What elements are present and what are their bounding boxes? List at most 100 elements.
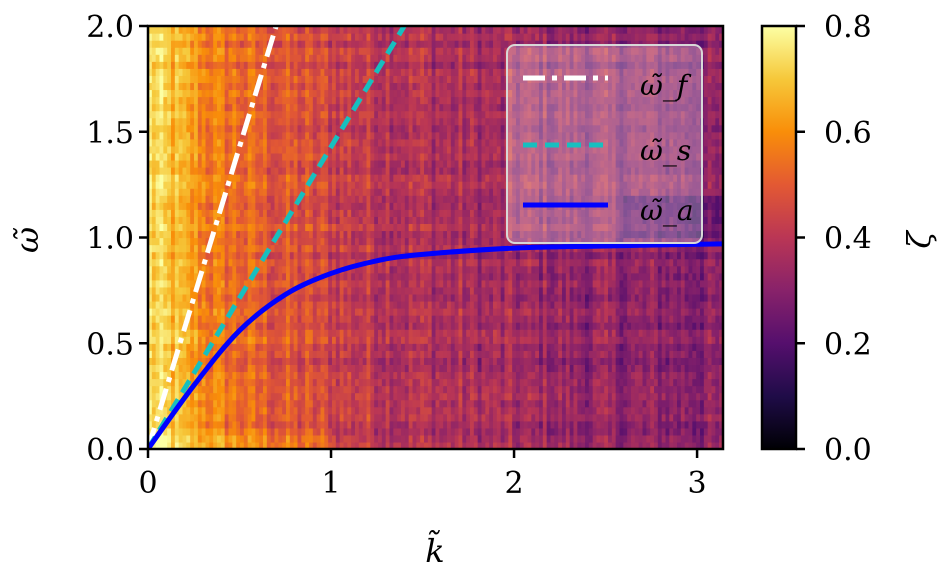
- heatmap-cell: [274, 357, 279, 365]
- heatmap-cell: [569, 223, 575, 232]
- heatmap-cell: [650, 223, 655, 232]
- heatmap-cell: [707, 272, 713, 281]
- heatmap-cell: [565, 279, 571, 288]
- heatmap-cell: [209, 434, 214, 443]
- heatmap-cell: [259, 279, 264, 288]
- heatmap-cell: [489, 378, 494, 387]
- heatmap-cell: [182, 244, 187, 253]
- heatmap-cell: [646, 244, 651, 253]
- heatmap-cell: [293, 315, 299, 323]
- heatmap-cell: [692, 293, 697, 302]
- heatmap-cell: [362, 364, 368, 373]
- heatmap-cell: [412, 357, 417, 365]
- heatmap-cell: [661, 357, 667, 365]
- heatmap-cell: [232, 364, 237, 373]
- heatmap-cell: [577, 427, 582, 436]
- heatmap-cell: [259, 216, 264, 224]
- heatmap-cell: [577, 371, 582, 380]
- heatmap-cell: [266, 216, 272, 224]
- heatmap-cell: [554, 427, 559, 436]
- heatmap-cell: [592, 322, 598, 330]
- heatmap-cell: [282, 265, 287, 274]
- heatmap-cell: [266, 322, 272, 330]
- heatmap-cell: [232, 209, 237, 217]
- heatmap-cell: [657, 336, 663, 344]
- heatmap-cell: [412, 371, 417, 380]
- heatmap-cell: [243, 244, 249, 253]
- heatmap-cell: [650, 216, 655, 224]
- heatmap-cell: [301, 364, 306, 373]
- heatmap-cell: [496, 315, 502, 323]
- heatmap-cell: [155, 293, 161, 302]
- heatmap-cell: [577, 300, 582, 309]
- heatmap-cell: [151, 265, 157, 274]
- heatmap-cell: [558, 322, 563, 330]
- heatmap-cell: [535, 406, 540, 415]
- heatmap-cell: [159, 244, 164, 253]
- heatmap-cell: [470, 315, 475, 323]
- heatmap-cell: [673, 244, 678, 253]
- heatmap-cell: [332, 392, 337, 401]
- heatmap-cell: [615, 392, 621, 401]
- heatmap-cell: [251, 209, 256, 217]
- heatmap-cell: [309, 300, 314, 309]
- heatmap-cell: [389, 427, 394, 436]
- heatmap-cell: [454, 392, 460, 401]
- heatmap-cell: [389, 322, 394, 330]
- heatmap-cell: [278, 322, 283, 330]
- heatmap-cell: [358, 315, 364, 323]
- heatmap-cell: [316, 244, 322, 253]
- heatmap-cell: [266, 441, 272, 449]
- heatmap-cell: [320, 364, 325, 373]
- heatmap-cell: [332, 378, 337, 387]
- heatmap-cell: [600, 371, 605, 380]
- heatmap-cell: [236, 371, 241, 380]
- heatmap-cell: [703, 378, 709, 387]
- heatmap-cell: [523, 265, 529, 274]
- heatmap-cell: [615, 293, 621, 302]
- heatmap-cell: [439, 315, 444, 323]
- heatmap-cell: [542, 350, 548, 358]
- heatmap-cell: [696, 244, 701, 253]
- heatmap-cell: [312, 237, 318, 246]
- heatmap-cell: [435, 434, 440, 443]
- heatmap-cell: [450, 364, 456, 373]
- heatmap-cell: [707, 237, 713, 246]
- heatmap-cell: [458, 357, 463, 365]
- heatmap-cell: [711, 399, 716, 408]
- heatmap-cell: [657, 399, 663, 408]
- heatmap-cell: [343, 406, 348, 415]
- heatmap-cell: [673, 420, 678, 429]
- heatmap-cell: [719, 427, 723, 436]
- heatmap-cell: [462, 300, 467, 309]
- heatmap-cell: [401, 230, 406, 239]
- heatmap-cell: [592, 364, 598, 373]
- heatmap-cell: [577, 308, 582, 316]
- heatmap-cell: [565, 427, 571, 436]
- heatmap-cell: [412, 286, 417, 295]
- heatmap-cell: [171, 336, 176, 344]
- heatmap-cell: [600, 364, 605, 373]
- heatmap-cell: [278, 413, 283, 422]
- heatmap-cell: [148, 343, 153, 351]
- heatmap-cell: [205, 413, 210, 422]
- heatmap-cell: [654, 441, 659, 449]
- heatmap-cell: [320, 315, 325, 323]
- heatmap-cell: [657, 300, 663, 309]
- heatmap-cell: [527, 322, 532, 330]
- heatmap-cell: [565, 343, 571, 351]
- heatmap-cell: [539, 308, 544, 316]
- heatmap-cell: [450, 385, 456, 394]
- heatmap-cell: [370, 357, 375, 365]
- heatmap-cell: [558, 434, 563, 443]
- heatmap-cell: [588, 322, 594, 330]
- heatmap-cell: [305, 406, 310, 415]
- heatmap-cell: [596, 322, 601, 330]
- heatmap-cell: [634, 385, 640, 394]
- heatmap-cell: [332, 216, 337, 224]
- heatmap-cell: [324, 230, 329, 239]
- heatmap-cell: [703, 385, 709, 394]
- heatmap-cell: [351, 308, 356, 316]
- heatmap-cell: [638, 378, 644, 387]
- heatmap-cell: [581, 308, 586, 316]
